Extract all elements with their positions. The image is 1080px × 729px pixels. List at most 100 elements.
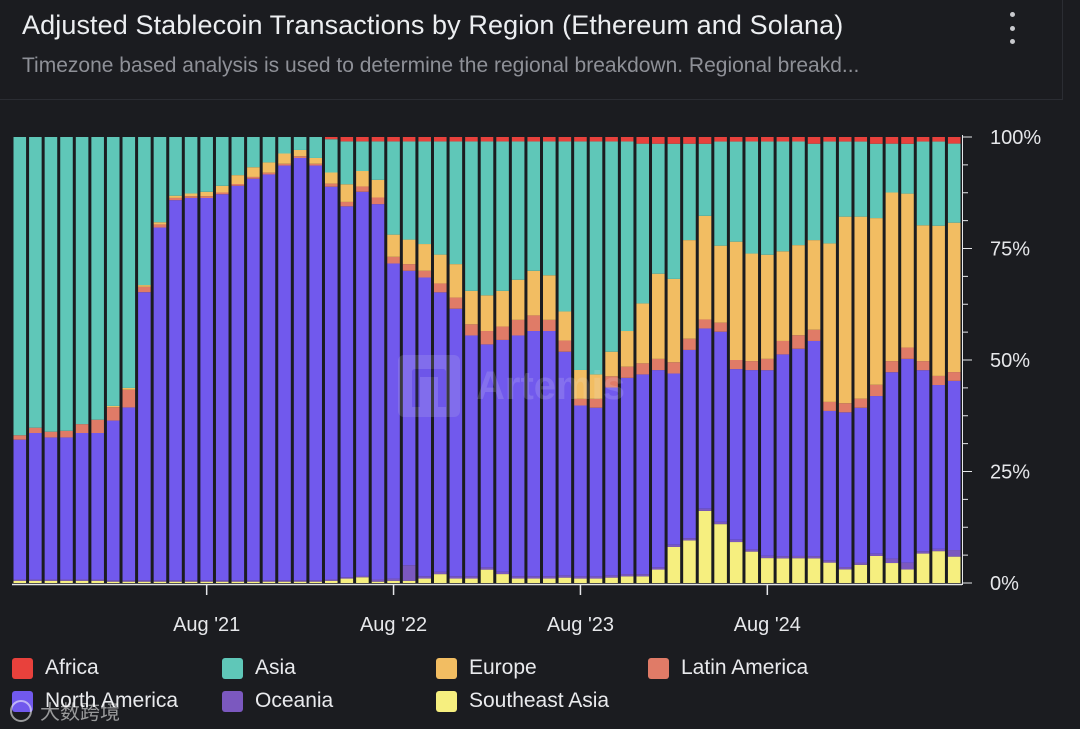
bar-segment-asia[interactable] (574, 141, 587, 370)
bar-segment-africa[interactable] (418, 137, 431, 142)
bar-segment-asia[interactable] (916, 141, 930, 226)
bar-segment-southeast-asia[interactable] (402, 580, 416, 583)
bar-segment-africa[interactable] (449, 137, 463, 142)
bar-segment-europe[interactable] (324, 172, 338, 184)
bar-segment-north-america[interactable] (543, 331, 556, 577)
bar-segment-southeast-asia[interactable] (13, 580, 27, 583)
bar-segment-europe[interactable] (543, 275, 556, 320)
bar-segment-southeast-asia[interactable] (247, 581, 260, 583)
bar-segment-africa[interactable] (792, 137, 805, 142)
bar-segment-oceania[interactable] (947, 550, 961, 557)
bar-segment-oceania[interactable] (698, 508, 712, 511)
bar-segment-asia[interactable] (60, 137, 73, 431)
bar-segment-asia[interactable] (402, 141, 416, 240)
bar-segment-latin-america[interactable] (823, 401, 836, 411)
bar-segment-latin-america[interactable] (838, 403, 852, 413)
bar-segment-oceania[interactable] (215, 580, 229, 582)
bar-segment-asia[interactable] (823, 141, 836, 244)
bar-segment-north-america[interactable] (667, 373, 681, 545)
bar-segment-southeast-asia[interactable] (91, 580, 104, 583)
bar-segment-southeast-asia[interactable] (75, 580, 89, 583)
bar-segment-africa[interactable] (371, 137, 385, 142)
bar-segment-africa[interactable] (511, 137, 525, 142)
bar-segment-africa[interactable] (402, 137, 416, 142)
legend-item-southeast-asia[interactable]: Southeast Asia (436, 689, 609, 713)
bar-segment-north-america[interactable] (636, 374, 650, 575)
bar-segment-africa[interactable] (932, 137, 945, 142)
bar-segment-oceania[interactable] (13, 579, 27, 581)
bar-segment-africa[interactable] (667, 137, 681, 144)
bar-segment-southeast-asia[interactable] (901, 569, 914, 583)
bar-segment-north-america[interactable] (901, 358, 914, 563)
bar-segment-europe[interactable] (916, 225, 930, 362)
bar-segment-africa[interactable] (729, 137, 743, 142)
bar-segment-north-america[interactable] (652, 370, 665, 568)
bar-segment-asia[interactable] (184, 137, 198, 194)
bar-segment-asia[interactable] (901, 143, 914, 194)
bar-segment-oceania[interactable] (480, 567, 494, 570)
bar-segment-asia[interactable] (605, 141, 618, 352)
bar-segment-southeast-asia[interactable] (60, 580, 73, 583)
bar-segment-southeast-asia[interactable] (324, 580, 338, 583)
legend-item-oceania[interactable]: Oceania (222, 689, 333, 713)
bar-segment-north-america[interactable] (558, 351, 572, 576)
bar-segment-asia[interactable] (870, 143, 883, 219)
bar-segment-africa[interactable] (496, 137, 509, 142)
bar-segment-asia[interactable] (169, 137, 182, 196)
bar-segment-europe[interactable] (636, 303, 650, 364)
bar-segment-north-america[interactable] (496, 339, 509, 572)
bar-segment-oceania[interactable] (652, 567, 665, 570)
bar-segment-southeast-asia[interactable] (683, 540, 696, 583)
bar-segment-europe[interactable] (854, 216, 868, 399)
bar-segment-europe[interactable] (870, 218, 883, 385)
bar-segment-europe[interactable] (402, 239, 416, 265)
bar-segment-europe[interactable] (449, 264, 463, 298)
bar-segment-north-america[interactable] (387, 263, 400, 579)
bar-segment-southeast-asia[interactable] (667, 546, 681, 583)
bar-segment-europe[interactable] (932, 225, 945, 376)
bar-segment-asia[interactable] (776, 141, 790, 252)
bar-segment-europe[interactable] (652, 273, 665, 359)
bar-segment-asia[interactable] (138, 137, 151, 286)
bar-segment-europe[interactable] (480, 295, 494, 332)
bar-segment-southeast-asia[interactable] (885, 563, 899, 583)
bar-segment-asia[interactable] (122, 137, 136, 388)
bar-segment-north-america[interactable] (371, 204, 385, 580)
bar-segment-north-america[interactable] (683, 349, 696, 539)
bar-segment-north-america[interactable] (449, 308, 463, 577)
bar-segment-north-america[interactable] (309, 165, 322, 581)
bar-segment-europe[interactable] (433, 254, 447, 284)
bar-segment-oceania[interactable] (309, 580, 322, 582)
bar-segment-oceania[interactable] (885, 558, 899, 564)
bar-segment-europe[interactable] (714, 245, 727, 323)
bar-segment-latin-america[interactable] (60, 430, 73, 438)
bar-segment-oceania[interactable] (247, 580, 260, 582)
bar-segment-southeast-asia[interactable] (387, 580, 400, 583)
bar-segment-europe[interactable] (122, 387, 136, 390)
bar-segment-asia[interactable] (698, 143, 712, 216)
more-options-icon[interactable] (1004, 12, 1020, 44)
bar-segment-oceania[interactable] (91, 579, 104, 581)
bar-segment-europe[interactable] (527, 270, 540, 316)
bar-segment-africa[interactable] (620, 137, 634, 142)
bar-segment-asia[interactable] (433, 141, 447, 255)
bar-segment-oceania[interactable] (636, 574, 650, 577)
bar-segment-latin-america[interactable] (620, 366, 634, 378)
bar-segment-southeast-asia[interactable] (776, 558, 790, 583)
bar-segment-latin-america[interactable] (932, 375, 945, 386)
bar-segment-latin-america[interactable] (278, 163, 291, 166)
bar-segment-southeast-asia[interactable] (916, 553, 930, 583)
bar-segment-southeast-asia[interactable] (792, 558, 805, 583)
bar-segment-oceania[interactable] (589, 576, 603, 579)
bar-segment-north-america[interactable] (75, 433, 89, 580)
bar-segment-oceania[interactable] (324, 579, 338, 581)
bar-segment-north-america[interactable] (916, 370, 930, 552)
bar-segment-oceania[interactable] (60, 579, 73, 581)
bar-segment-latin-america[interactable] (402, 264, 416, 271)
bar-segment-asia[interactable] (589, 141, 603, 375)
bar-segment-oceania[interactable] (387, 578, 400, 581)
bar-segment-oceania[interactable] (402, 565, 416, 581)
bar-segment-latin-america[interactable] (652, 358, 665, 371)
bar-segment-southeast-asia[interactable] (558, 577, 572, 583)
bar-segment-africa[interactable] (870, 137, 883, 144)
